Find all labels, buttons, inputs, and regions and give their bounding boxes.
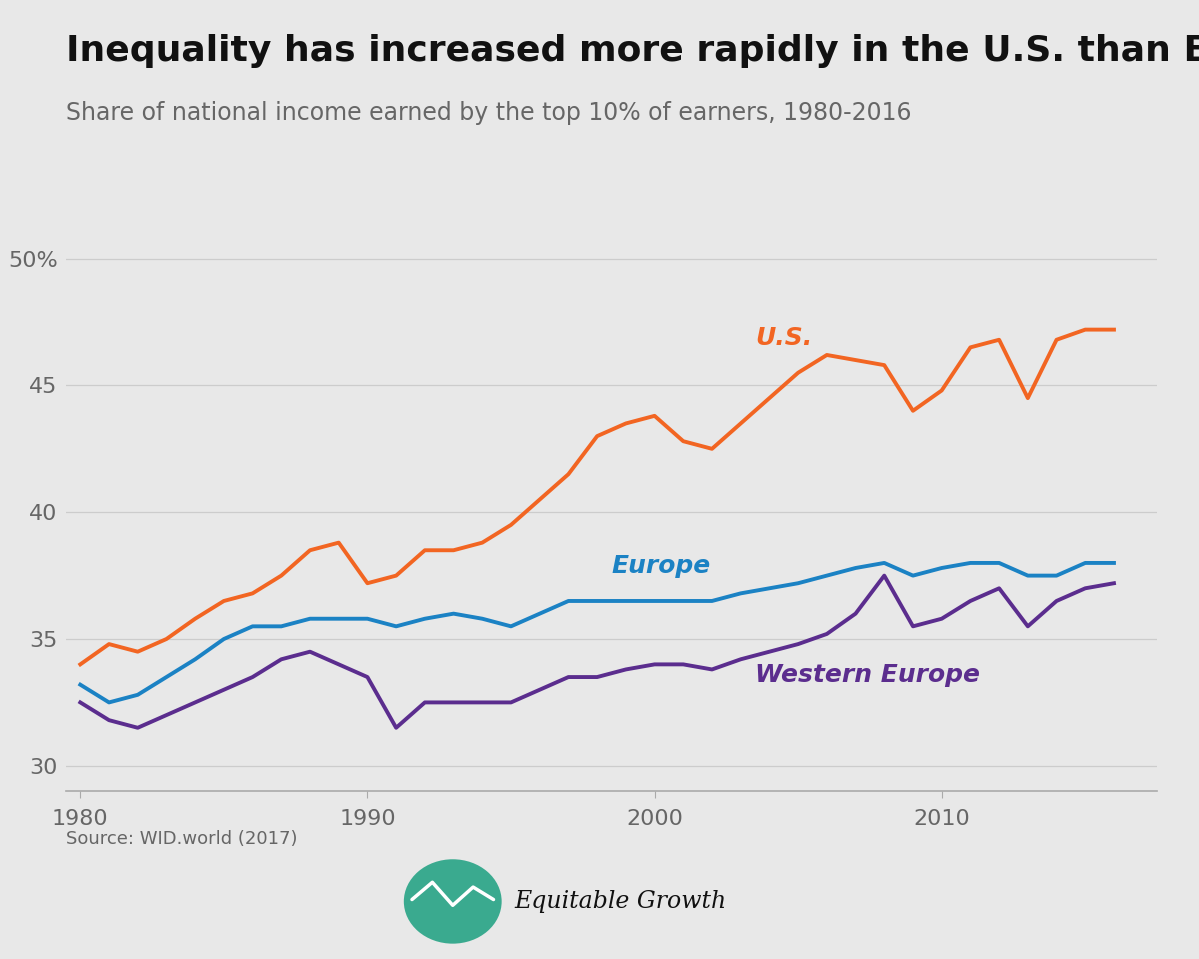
Text: Equitable Growth: Equitable Growth bbox=[514, 890, 727, 913]
Text: Inequality has increased more rapidly in the U.S. than Europe: Inequality has increased more rapidly in… bbox=[66, 34, 1199, 67]
Text: U.S.: U.S. bbox=[755, 326, 812, 350]
Text: Source: WID.world (2017): Source: WID.world (2017) bbox=[66, 830, 297, 848]
Text: Share of national income earned by the top 10% of earners, 1980-2016: Share of national income earned by the t… bbox=[66, 101, 911, 125]
Ellipse shape bbox=[404, 859, 501, 944]
Text: Western Europe: Western Europe bbox=[755, 663, 980, 688]
Text: Europe: Europe bbox=[611, 554, 711, 578]
